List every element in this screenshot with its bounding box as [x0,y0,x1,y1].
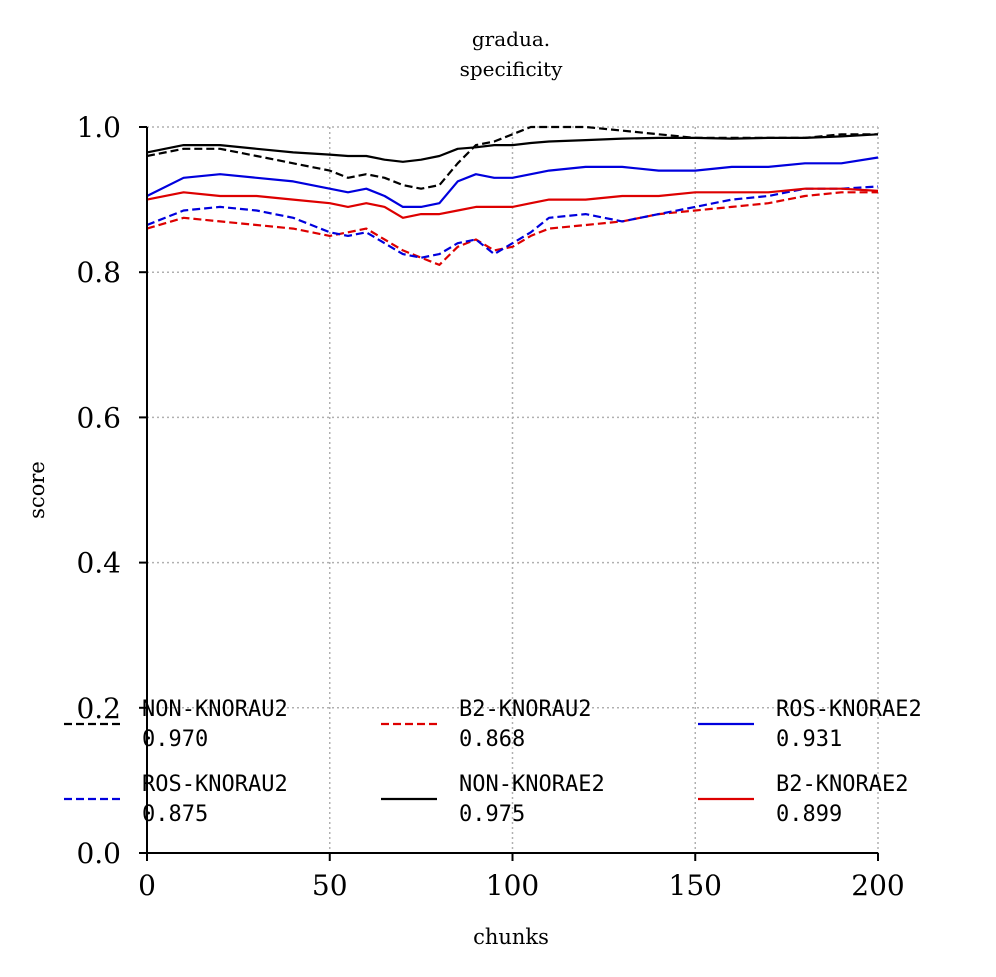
x-tick-label: 50 [312,869,348,902]
y-tick-label: 1.0 [76,111,121,144]
legend-label: NON-KNORAE2 [459,772,605,797]
x-tick-label: 0 [138,869,156,902]
legend-label: ROS-KNORAU2 [142,772,288,797]
grid-lines [147,126,879,853]
y-tick-label: 0.2 [76,692,121,725]
legend-entry-ros-knorau2: ROS-KNORAU2 0.875 [64,772,288,827]
legend-label: B2-KNORAE2 [776,772,908,797]
series-line-ros-knorae2 [146,156,879,208]
x-axis-label: chunks [473,925,549,949]
series-line-b2-knorau2 [146,191,878,266]
y-tick-label: 0.6 [76,401,121,434]
chart-subtitle: specificity [460,57,563,81]
legend: NON-KNORAU2 0.970 B2-KNORAU2 0.868 ROS-KNORA… [64,697,922,827]
series-line-non-knorae2 [146,133,879,163]
x-tick-label: 100 [486,869,539,902]
legend-label: ROS-KNORAE2 [776,697,922,722]
legend-value: 0.970 [142,727,208,752]
legend-value: 0.975 [459,802,525,827]
y-tick-label: 0.4 [76,547,121,580]
legend-label: NON-KNORAU2 [142,697,288,722]
legend-entry-non-knorae2: NON-KNORAE2 0.975 [381,772,605,827]
chart-title: gradua. [472,27,550,51]
x-ticks: 0 50 100 150 200 [138,853,905,902]
legend-entry-non-knorau2: NON-KNORAU2 0.970 [64,697,288,752]
legend-label: B2-KNORAU2 [459,697,591,722]
series-layer [146,125,879,266]
y-tick-label: 0.8 [76,256,121,289]
legend-entry-b2-knorau2: B2-KNORAU2 0.868 [381,697,591,752]
x-tick-label: 150 [669,869,722,902]
legend-value: 0.931 [776,727,842,752]
legend-entry-b2-knorae2: B2-KNORAE2 0.899 [698,772,908,827]
legend-value: 0.875 [142,802,208,827]
legend-value: 0.868 [459,727,525,752]
series-line-b2-knorae2 [146,187,879,219]
y-axis-label: score [25,461,49,519]
y-ticks: 0.0 0.2 0.4 0.6 0.8 1.0 [76,111,147,870]
y-tick-label: 0.0 [76,837,121,870]
legend-value: 0.899 [776,802,842,827]
legend-entry-ros-knorae2: ROS-KNORAE2 0.931 [698,697,922,752]
x-tick-label: 200 [851,869,904,902]
series-line-ros-knorau2 [146,185,879,259]
